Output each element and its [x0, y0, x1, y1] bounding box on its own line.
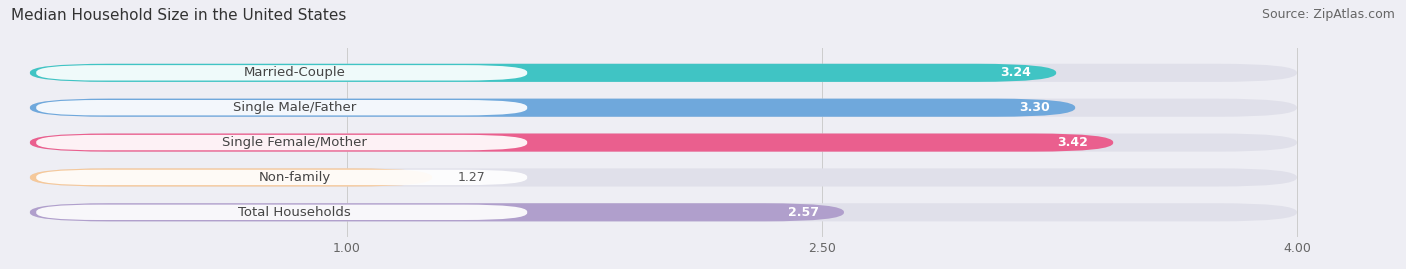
FancyBboxPatch shape [37, 135, 527, 150]
Text: Non-family: Non-family [259, 171, 330, 184]
FancyBboxPatch shape [30, 64, 1056, 82]
Text: 1.27: 1.27 [457, 171, 485, 184]
Text: Single Female/Mother: Single Female/Mother [222, 136, 367, 149]
FancyBboxPatch shape [30, 168, 432, 186]
Text: Married-Couple: Married-Couple [243, 66, 346, 79]
FancyBboxPatch shape [37, 100, 527, 115]
Text: 3.30: 3.30 [1019, 101, 1050, 114]
Text: 3.42: 3.42 [1057, 136, 1088, 149]
Text: Source: ZipAtlas.com: Source: ZipAtlas.com [1261, 8, 1395, 21]
FancyBboxPatch shape [30, 133, 1296, 152]
FancyBboxPatch shape [30, 99, 1296, 117]
FancyBboxPatch shape [37, 65, 527, 80]
Text: 2.57: 2.57 [787, 206, 818, 219]
Text: 3.24: 3.24 [1000, 66, 1031, 79]
FancyBboxPatch shape [37, 205, 527, 220]
FancyBboxPatch shape [30, 133, 1114, 152]
FancyBboxPatch shape [30, 203, 844, 221]
Text: Total Households: Total Households [238, 206, 350, 219]
FancyBboxPatch shape [30, 64, 1296, 82]
Text: Median Household Size in the United States: Median Household Size in the United Stat… [11, 8, 347, 23]
FancyBboxPatch shape [30, 168, 1296, 186]
FancyBboxPatch shape [30, 99, 1076, 117]
Text: Single Male/Father: Single Male/Father [233, 101, 356, 114]
FancyBboxPatch shape [37, 170, 527, 185]
FancyBboxPatch shape [30, 203, 1296, 221]
